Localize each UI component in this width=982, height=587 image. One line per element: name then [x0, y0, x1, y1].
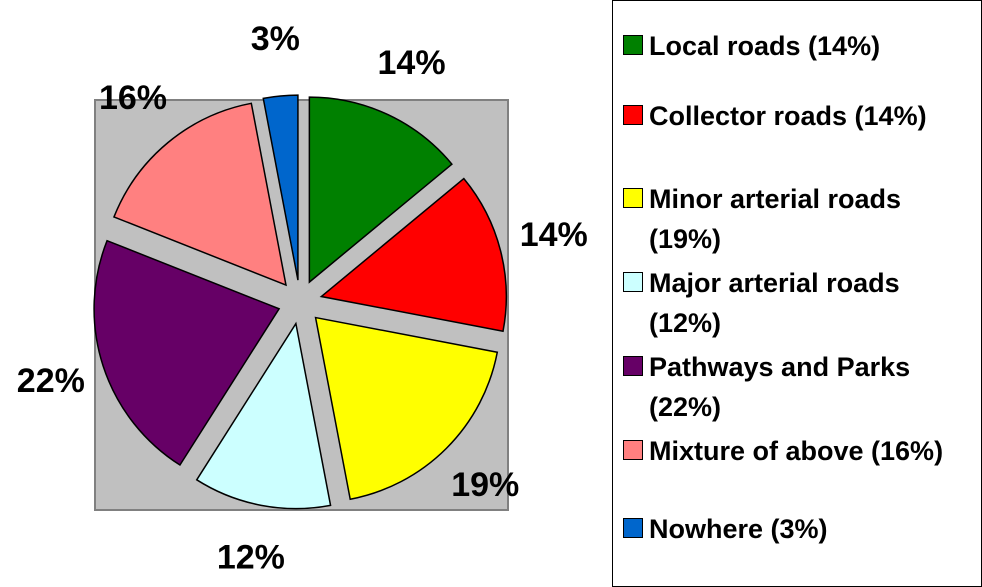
data-label: 22%	[17, 362, 85, 400]
legend-label: Minor arterial roads (19%)	[649, 184, 902, 254]
legend-entry: Minor arterial roads (19%)	[623, 179, 978, 259]
pie-slice	[314, 316, 499, 501]
pie-slice	[112, 102, 287, 287]
legend-swatch	[623, 518, 643, 538]
legend-label: Major arterial roads (12%)	[649, 268, 900, 338]
data-label: 19%	[451, 466, 519, 504]
legend-label: Nowhere (3%)	[649, 514, 828, 544]
legend-entry: Local roads (14%)	[623, 26, 978, 66]
legend: Local roads (14%) Collector roads (14%) Mi…	[612, 0, 982, 587]
pie-area: 14% 14% 19% 12% 22% 16% 3%	[17, 20, 588, 576]
pie-slice	[93, 239, 281, 467]
legend-swatch	[623, 105, 643, 125]
legend-label: Pathways and Parks (22%)	[649, 352, 911, 422]
pie-slice	[319, 177, 508, 333]
legend-entry: Major arterial roads (12%)	[623, 263, 978, 343]
legend-entry: Nowhere (3%)	[623, 509, 978, 549]
legend-entry: Mixture of above (16%)	[623, 431, 978, 471]
legend-swatch	[623, 188, 643, 208]
pie-slice	[308, 96, 453, 284]
legend-entry: Pathways and Parks (22%)	[623, 347, 978, 427]
data-label: 16%	[99, 79, 167, 117]
legend-swatch	[623, 272, 643, 292]
legend-swatch	[623, 35, 643, 55]
legend-label: Collector roads (14%)	[649, 101, 927, 131]
legend-label: Mixture of above (16%)	[649, 436, 944, 466]
legend-swatch	[623, 356, 643, 376]
pie-slice	[262, 94, 299, 281]
data-label: 12%	[217, 538, 285, 576]
legend-swatch	[623, 440, 643, 460]
data-label: 14%	[378, 44, 446, 82]
pie-slice	[195, 321, 332, 510]
legend-label: Local roads (14%)	[649, 31, 881, 61]
legend-entry: Collector roads (14%)	[623, 96, 978, 136]
data-label: 14%	[520, 216, 588, 254]
data-label: 3%	[251, 20, 300, 58]
